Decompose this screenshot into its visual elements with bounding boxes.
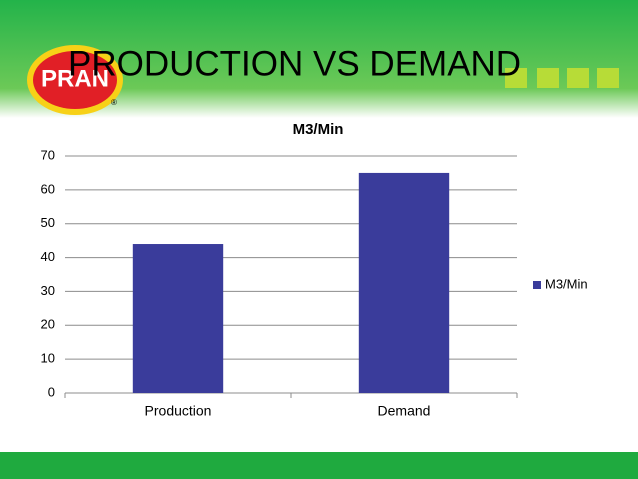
y-tick-label: 60	[41, 181, 55, 196]
x-tick-label: Demand	[378, 403, 431, 419]
y-tick-label: 10	[41, 351, 55, 366]
legend-label: M3/Min	[545, 276, 588, 291]
logo-mark: ®	[111, 98, 117, 107]
y-tick-label: 30	[41, 283, 55, 298]
legend-swatch	[533, 281, 541, 289]
square	[567, 68, 589, 88]
bar	[132, 244, 224, 393]
square	[537, 68, 559, 88]
logo-text: PRAN	[41, 65, 109, 92]
logo-badge	[33, 51, 117, 109]
y-tick-label: 0	[48, 384, 55, 399]
y-tick-label: 50	[41, 215, 55, 230]
y-tick-label: 70	[41, 147, 55, 162]
square	[505, 68, 527, 88]
x-tick-label: Production	[145, 403, 212, 419]
bottom-band	[0, 452, 638, 479]
slide-title: PRODUCTION VS DEMAND	[68, 44, 521, 83]
logo: PRAN ®	[27, 45, 123, 115]
bar	[358, 172, 450, 393]
decor-squares	[505, 68, 619, 88]
y-tick-label: 20	[41, 317, 55, 332]
square	[597, 68, 619, 88]
chart-title: M3/Min	[293, 121, 344, 138]
y-tick-label: 40	[41, 249, 55, 264]
